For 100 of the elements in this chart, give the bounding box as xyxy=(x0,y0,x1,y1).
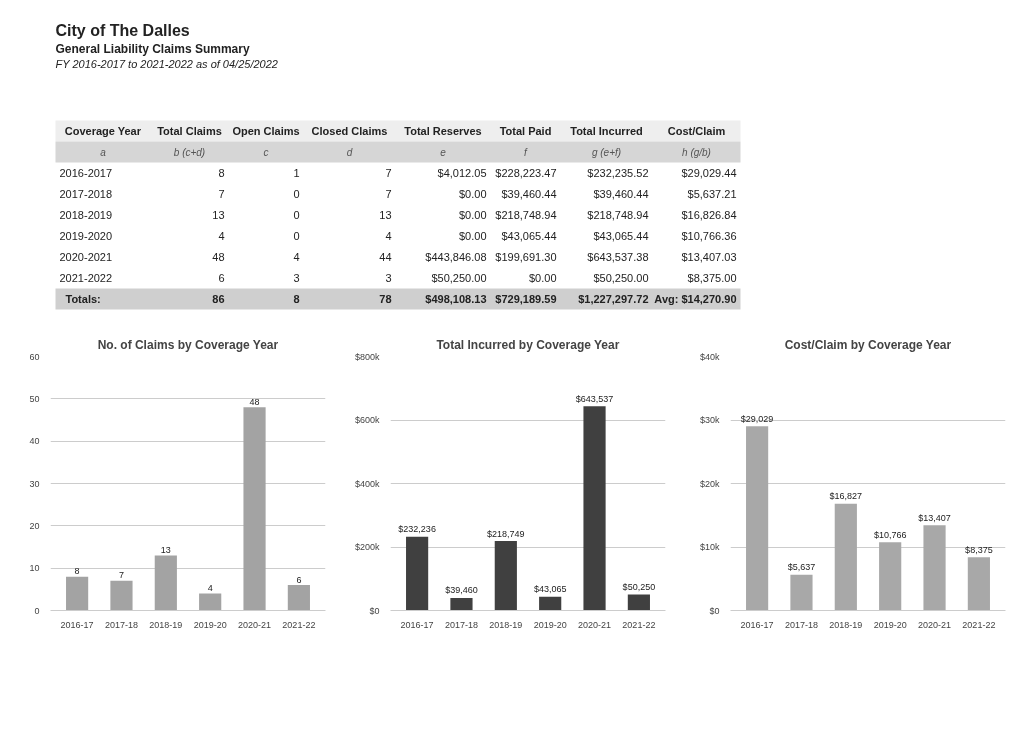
bar xyxy=(494,541,517,611)
data-label: $50,250 xyxy=(622,582,656,593)
text: $218,748.94 xyxy=(495,209,557,221)
y-tick-label: $40k xyxy=(699,351,720,362)
text: $498,108.13 xyxy=(425,293,487,305)
data-label: $643,537 xyxy=(575,393,614,404)
text: $199,691.30 xyxy=(495,251,557,263)
text: Avg: $14,270.90 xyxy=(654,293,737,305)
y-tick-label: 60 xyxy=(29,351,40,362)
bar xyxy=(110,580,133,611)
x-tick-label: 2016-17 xyxy=(740,619,774,630)
data-label: 7 xyxy=(118,570,124,581)
text: 13 xyxy=(212,209,225,221)
data-label: $10,766 xyxy=(873,529,907,540)
text: $39,460.44 xyxy=(501,188,557,200)
text: c xyxy=(263,146,269,158)
text: $4,012.05 xyxy=(437,167,487,179)
chart-title: Cost/Claim by Coverage Year xyxy=(784,337,952,352)
bar xyxy=(627,594,650,611)
text: $0.00 xyxy=(458,209,487,221)
text: General Liability Claims Summary xyxy=(55,41,250,56)
text: 4 xyxy=(385,230,392,242)
text: $13,407.03 xyxy=(681,251,737,263)
text: 3 xyxy=(293,272,300,284)
text: $43,065.44 xyxy=(593,230,649,242)
text: 2017-2018 xyxy=(59,188,113,200)
y-tick-label: 50 xyxy=(29,393,40,404)
y-tick-label: 0 xyxy=(34,605,40,616)
text: $5,637.21 xyxy=(687,188,737,200)
data-label: $43,065 xyxy=(533,584,567,595)
x-tick-label: 2019-20 xyxy=(873,619,907,630)
text: $0.00 xyxy=(528,272,557,284)
x-tick-label: 2021-22 xyxy=(962,619,996,630)
category-label: Total Claims xyxy=(157,125,222,137)
y-tick-label: $0 xyxy=(369,605,380,616)
x-tick-label: 2017-18 xyxy=(784,619,818,630)
data-label: 4 xyxy=(207,583,213,594)
text: 4 xyxy=(293,251,300,263)
text: 0 xyxy=(293,188,300,200)
data-label: $218,749 xyxy=(487,528,525,539)
text: $218,748.94 xyxy=(587,209,649,221)
data-label: $5,637 xyxy=(787,562,816,573)
x-tick-label: 2021-22 xyxy=(282,619,316,630)
category-label: Total Paid xyxy=(499,125,552,137)
bar xyxy=(199,593,222,611)
y-tick-label: 20 xyxy=(29,520,40,531)
text: 3 xyxy=(385,272,392,284)
text: 0 xyxy=(293,230,300,242)
x-tick-label: 2019-20 xyxy=(533,619,567,630)
bar xyxy=(154,555,177,611)
text: f xyxy=(524,146,529,158)
x-tick-label: 2021-22 xyxy=(622,619,656,630)
bar xyxy=(967,557,990,611)
text: b (c+d) xyxy=(173,146,206,158)
chart-title: Total Incurred by Coverage Year xyxy=(436,337,620,352)
text: 4 xyxy=(218,230,225,242)
text: 7 xyxy=(385,188,392,200)
category-label: Coverage Year xyxy=(64,125,142,137)
bar xyxy=(834,503,857,611)
x-tick-label: 2018-19 xyxy=(149,619,183,630)
text: $232,235.52 xyxy=(587,167,649,179)
category-label: Total Incurred xyxy=(570,125,643,137)
text: $1,227,297.72 xyxy=(578,293,649,305)
category-label: Cost/Claim xyxy=(667,125,726,137)
text: 48 xyxy=(212,251,225,263)
y-tick-label: $10k xyxy=(699,542,720,552)
x-tick-label: 2018-19 xyxy=(489,619,523,630)
y-tick-label: 10 xyxy=(29,563,40,574)
text: 44 xyxy=(379,251,392,263)
text: 7 xyxy=(218,188,225,200)
text: $43,065.44 xyxy=(501,230,557,242)
text: Totals: xyxy=(65,293,101,305)
x-tick-label: 2017-18 xyxy=(104,619,138,630)
x-tick-label: 2016-17 xyxy=(400,619,434,630)
text: e xyxy=(440,147,447,158)
text: 2018-2019 xyxy=(59,209,113,221)
y-tick-label: $30k xyxy=(699,415,720,425)
y-tick-label: $400k xyxy=(354,478,380,489)
text: 0 xyxy=(293,209,300,221)
data-label: $39,460 xyxy=(445,585,478,596)
text: 86 xyxy=(212,293,225,305)
text: $39,460.44 xyxy=(593,188,649,200)
bar xyxy=(790,574,813,611)
data-label: $232,236 xyxy=(398,524,436,535)
text: $443,846.08 xyxy=(425,251,487,263)
bar xyxy=(406,536,429,611)
text: $50,250.00 xyxy=(431,272,487,284)
data-label: 6 xyxy=(296,574,302,585)
bar xyxy=(539,596,562,611)
text: a xyxy=(100,146,107,158)
y-tick-label: $20k xyxy=(699,478,720,489)
text: 8 xyxy=(293,293,300,305)
y-tick-label: $800k xyxy=(354,351,380,362)
y-tick-label: 40 xyxy=(29,436,40,447)
text: FY 2016-2017 to 2021-2022 as of 04/25/2022 xyxy=(55,57,278,70)
text: 7 xyxy=(385,167,392,179)
x-tick-label: 2017-18 xyxy=(444,619,478,630)
category-label: Total Reserves xyxy=(404,125,482,137)
text: $729,189.59 xyxy=(495,293,557,305)
data-label: $8,375 xyxy=(965,544,993,555)
